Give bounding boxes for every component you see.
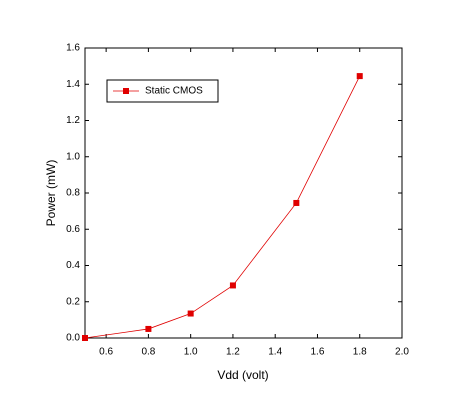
y-axis-label: Power (mW) (44, 160, 58, 227)
y-tick-label: 0.0 (66, 333, 80, 344)
x-tick-label: 1.8 (353, 347, 367, 358)
legend-marker (123, 88, 129, 94)
x-tick-label: 1.2 (226, 347, 240, 358)
data-point (145, 325, 152, 332)
x-tick-label: 2.0 (395, 347, 409, 358)
data-point (356, 73, 363, 80)
y-tick-label: 0.8 (66, 188, 80, 199)
x-tick-label: 1.0 (184, 347, 198, 358)
series-line (84, 75, 361, 339)
legend-label: Static CMOS (145, 86, 203, 97)
y-tick-label: 0.2 (66, 296, 80, 307)
y-tick-label: 0.4 (66, 260, 80, 271)
x-tick-label: 1.6 (311, 347, 325, 358)
data-point (82, 335, 88, 341)
y-tick-label: 1.2 (66, 115, 80, 126)
x-axis-label: Vdd (volt) (217, 368, 268, 382)
y-tick-label: 1.6 (66, 43, 80, 54)
x-tick-label: 0.8 (141, 347, 155, 358)
legend-box (106, 79, 219, 103)
data-point (187, 310, 194, 317)
y-tick-label: 1.0 (66, 151, 80, 162)
x-tick-label: 0.6 (99, 347, 113, 358)
x-tick-label: 1.4 (268, 347, 282, 358)
y-tick-label: 1.4 (66, 79, 80, 90)
data-point (229, 282, 236, 289)
data-point (293, 199, 300, 206)
y-tick-label: 0.6 (66, 224, 80, 235)
